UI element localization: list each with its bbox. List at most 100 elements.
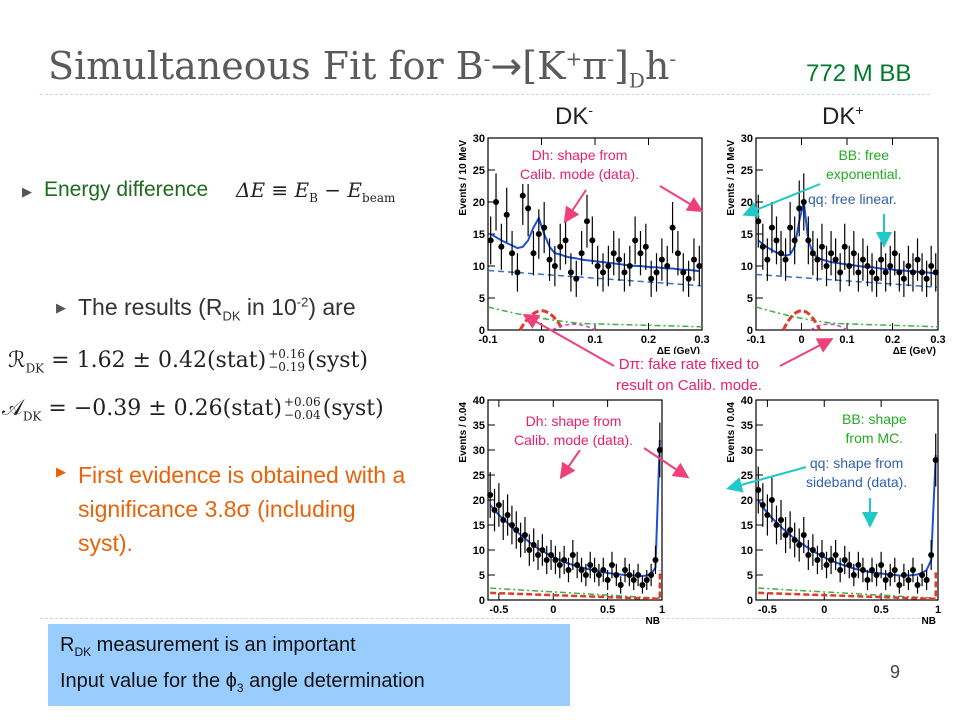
- y-axis-label: Events / 0.04: [726, 402, 737, 463]
- data-point: [517, 537, 524, 543]
- y-tick-label: 25: [473, 470, 485, 482]
- data-point: [869, 269, 876, 276]
- data-point: [841, 557, 848, 563]
- data-point: [546, 256, 553, 263]
- y-tick-label: 10: [741, 545, 753, 557]
- x-tick-label: 0.5: [873, 604, 888, 616]
- data-point: [923, 577, 930, 583]
- data-point: [814, 256, 821, 263]
- data-point: [878, 256, 885, 263]
- data-point: [818, 243, 825, 250]
- data-point: [796, 205, 803, 212]
- annotation-bb-top-line1: BB: free: [838, 147, 890, 163]
- title-arrow: →: [490, 44, 523, 88]
- annotation-dpi: Dπ: fake rate fixed to result on Calib. m…: [616, 354, 762, 396]
- callout-line-2-post: angle determination: [243, 670, 425, 692]
- y-tick-label: 0: [747, 325, 753, 337]
- results-sub: DK: [222, 308, 241, 324]
- y-tick-label: 25: [741, 165, 753, 177]
- title-sup-2: +: [565, 46, 583, 71]
- data-point: [561, 557, 568, 563]
- x-tick-label: -0.5: [758, 604, 777, 616]
- data-point: [873, 275, 880, 282]
- data-point: [635, 572, 642, 578]
- data-point: [805, 237, 812, 244]
- y-tick-label: 20: [473, 495, 485, 507]
- r-dk-sub: DK: [25, 361, 45, 376]
- data-point: [513, 527, 520, 533]
- data-point: [859, 567, 866, 573]
- data-point: [573, 275, 580, 282]
- data-point: [846, 263, 853, 269]
- x-tick-label: 0: [821, 604, 827, 616]
- y-tick-label: 30: [741, 445, 753, 457]
- a-dk-tail: (syst): [322, 396, 384, 421]
- data-point: [787, 224, 794, 231]
- data-point: [530, 250, 537, 257]
- data-point: [567, 269, 574, 276]
- data-point: [491, 507, 498, 513]
- bb-component-line: [487, 269, 703, 287]
- signal-component-line: [781, 309, 822, 331]
- y-tick-label: 15: [473, 229, 485, 241]
- x-tick-label: 0.3: [930, 334, 945, 346]
- data-point: [791, 237, 798, 244]
- y-tick-label: 10: [473, 545, 485, 557]
- y-tick-label: 0: [747, 595, 753, 607]
- fig-label-dk-plus: DK+: [822, 102, 864, 131]
- data-point: [626, 572, 633, 578]
- x-tick-label: -0.5: [489, 604, 508, 616]
- data-point: [932, 457, 939, 463]
- y-tick-label: 20: [473, 197, 485, 209]
- y-tick-label: 20: [741, 197, 753, 209]
- r-dk-tail: (syst): [307, 348, 369, 373]
- data-point: [656, 447, 663, 453]
- annotation-dh-bottom: Dh: shape from Calib. mode (data).: [514, 412, 634, 450]
- data-point: [896, 269, 903, 276]
- x-tick-label: 0.1: [839, 334, 854, 346]
- data-point: [928, 552, 935, 558]
- fig-label-dk-plus-sup: +: [855, 102, 864, 118]
- bb-count: 772 M BB: [806, 60, 912, 87]
- x-tick-label: 0.2: [885, 334, 900, 346]
- x-tick-label: 1: [935, 604, 941, 616]
- data-point: [630, 577, 637, 583]
- annotation-bb-top-line2: exponential.: [826, 166, 902, 182]
- fig-label-dk-minus-text: DK: [555, 103, 589, 130]
- evidence-text: First evidence is obtained with a signif…: [78, 462, 406, 556]
- y-tick-label: 35: [473, 420, 485, 432]
- y-tick-label: 25: [741, 470, 753, 482]
- data-point: [809, 547, 816, 553]
- data-point: [755, 218, 762, 225]
- data-point: [768, 497, 775, 503]
- data-point: [504, 512, 511, 518]
- data-point: [778, 250, 785, 257]
- y-tick-label: 5: [479, 293, 485, 305]
- data-point: [837, 567, 844, 573]
- annotation-bb-bottom-line1: BB: shape: [842, 411, 907, 427]
- signal-component-line: [490, 570, 662, 601]
- data-point: [495, 502, 502, 508]
- callout-line-2-pre: Input value for the: [60, 670, 226, 692]
- y-tick-label: 5: [479, 570, 485, 582]
- y-tick-label: 0: [479, 325, 485, 337]
- r-dk-body: = 1.62 ± 0.42(stat): [44, 348, 267, 373]
- data-point: [787, 527, 794, 533]
- signal-component-line: [518, 309, 565, 331]
- data-point: [562, 237, 569, 244]
- data-point: [639, 582, 646, 588]
- results-pre: The results (R: [78, 294, 223, 320]
- data-point: [487, 492, 494, 498]
- title-sup-4: -: [669, 46, 677, 71]
- annotation-qq-top-text: qq: free linear.: [808, 191, 897, 207]
- data-point: [855, 269, 862, 276]
- y-tick-label: 40: [741, 395, 753, 407]
- callout-line-1: RDK measurement is an important: [60, 634, 356, 659]
- bullet-icon: ▶: [56, 300, 66, 315]
- energy-formula: ΔE ≡ EB − Ebeam: [236, 178, 395, 205]
- a-dk-equation: 𝒜DK = −0.39 ± 0.26(stat) +0.06 −0.04 (syst): [2, 396, 384, 424]
- data-point: [800, 532, 807, 538]
- results-mid: in 10: [240, 294, 297, 320]
- data-point: [828, 250, 835, 257]
